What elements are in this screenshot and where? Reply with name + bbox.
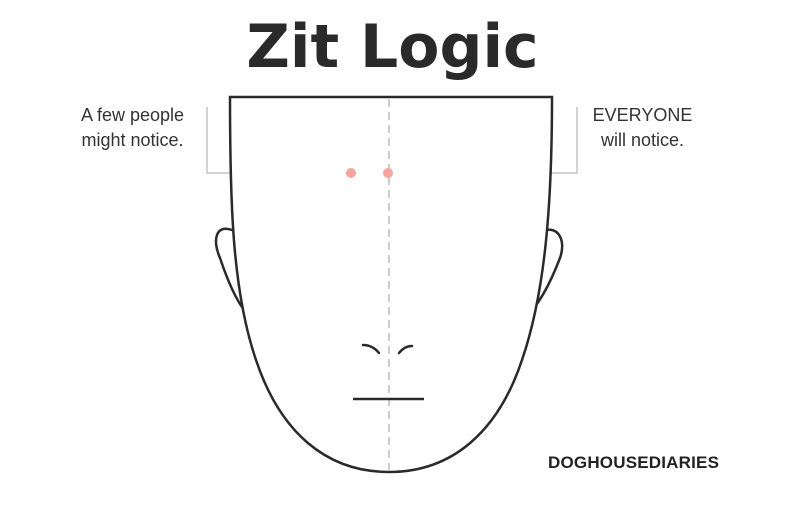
left-annotation-line-2: might notice. (81, 130, 184, 150)
left-ear (214, 227, 253, 320)
right-annotation: EVERYONE will notice. (565, 103, 720, 153)
nose-right-stroke (397, 344, 414, 355)
right-annotation-line-1: EVERYONE (592, 105, 693, 125)
zit-center (383, 168, 393, 178)
comic-title: Zit Logic (246, 12, 539, 82)
left-annotation-line-1: A few people (80, 105, 185, 125)
head-outline (228, 95, 554, 474)
zit-off-center (346, 168, 356, 178)
right-annotation-line-2: will notice. (600, 130, 685, 150)
nose-left-stroke (361, 343, 381, 355)
credit-signature: DOGHOUSEDIARIES (548, 453, 720, 472)
left-annotation: A few people might notice. (50, 103, 215, 153)
